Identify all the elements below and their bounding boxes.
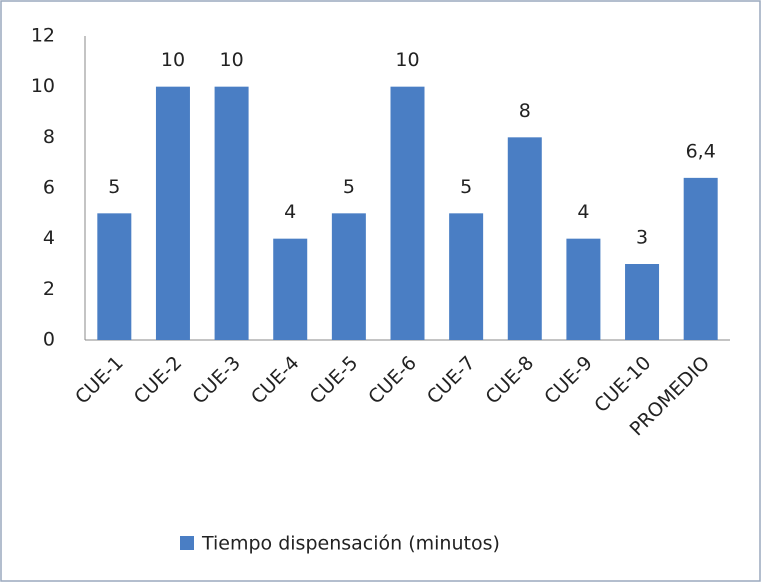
bar <box>331 213 366 340</box>
bar <box>566 238 601 340</box>
data-label: 5 <box>108 176 120 198</box>
data-label: 10 <box>395 49 419 71</box>
y-tick-label: 6 <box>43 177 55 199</box>
data-label: 4 <box>284 201 296 223</box>
data-label: 4 <box>577 201 589 223</box>
legend-label: Tiempo dispensación (minutos) <box>201 533 500 555</box>
bar <box>155 86 190 341</box>
y-tick-label: 0 <box>43 329 55 351</box>
bar <box>97 213 132 340</box>
y-tick-label: 10 <box>31 75 55 97</box>
legend-swatch <box>180 536 194 550</box>
bar <box>390 86 425 341</box>
bar <box>683 177 718 340</box>
data-label: 8 <box>519 100 531 122</box>
y-tick-label: 4 <box>43 227 55 249</box>
data-label: 10 <box>219 49 243 71</box>
y-tick-label: 2 <box>43 278 55 300</box>
y-tick-label: 12 <box>31 25 55 47</box>
y-tick-label: 8 <box>43 126 55 148</box>
bar <box>507 137 542 340</box>
bar <box>214 86 249 341</box>
data-label: 10 <box>161 49 185 71</box>
bar <box>625 264 660 340</box>
data-label: 6,4 <box>686 140 716 162</box>
bar <box>273 238 308 340</box>
data-label: 3 <box>636 227 648 249</box>
bar <box>449 213 484 340</box>
data-label: 5 <box>343 176 355 198</box>
data-label: 5 <box>460 176 472 198</box>
